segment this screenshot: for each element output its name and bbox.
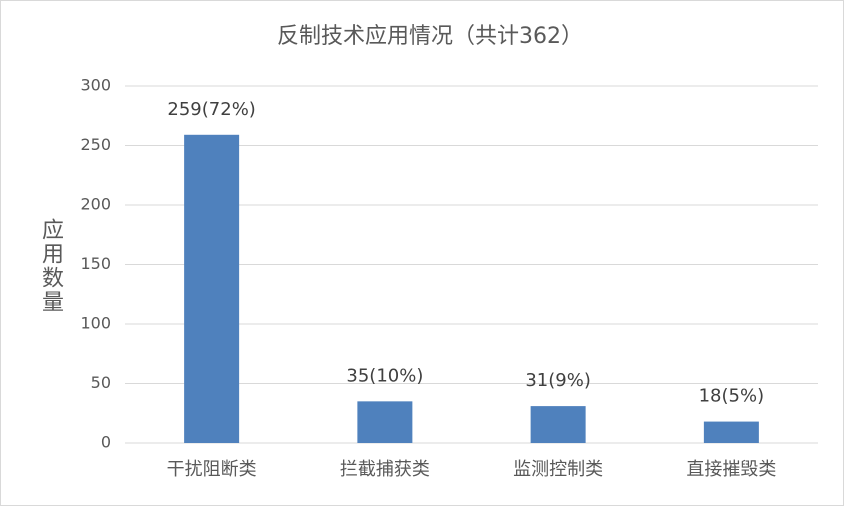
data-label: 31(9%) — [525, 370, 591, 391]
x-tick-label: 拦截捕获类 — [340, 459, 430, 480]
chart-title: 反制技术应用情况（共计362） — [277, 24, 583, 49]
y-tick-label: 100 — [80, 314, 111, 333]
y-tick-label: 0 — [101, 433, 111, 452]
y-tick-label: 150 — [80, 254, 111, 273]
x-tick-label: 监测控制类 — [513, 459, 603, 480]
y-tick-label: 250 — [80, 135, 111, 154]
y-axis-label: 应用数量 — [38, 218, 64, 314]
data-label: 18(5%) — [699, 386, 765, 407]
y-tick-label: 300 — [80, 76, 111, 95]
data-label: 259(72%) — [167, 99, 255, 120]
x-tick-label: 干扰阻断类 — [167, 459, 257, 480]
data-label: 35(10%) — [346, 365, 423, 386]
bar — [703, 421, 759, 443]
y-tick-label: 200 — [80, 195, 111, 214]
x-tick-label: 直接摧毁类 — [686, 459, 776, 480]
bar — [357, 401, 413, 443]
bar — [530, 406, 586, 443]
bar — [184, 134, 240, 444]
y-tick-label: 50 — [91, 373, 111, 392]
